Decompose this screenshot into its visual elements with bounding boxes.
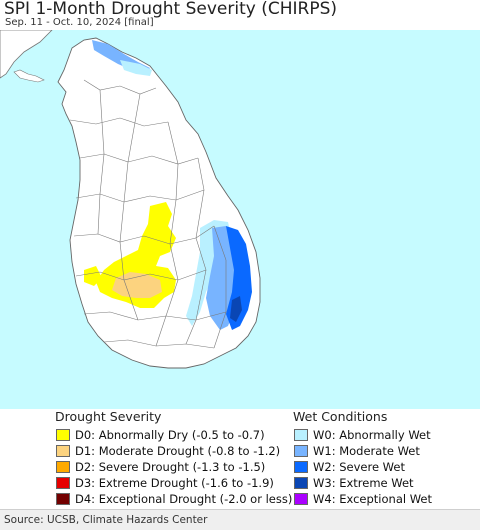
wet-legend-title: Wet Conditions xyxy=(293,409,388,424)
swatch-w3 xyxy=(294,477,308,489)
swatch-d4 xyxy=(56,493,70,505)
legend-label-w0: W0: Abnormally Wet xyxy=(313,428,431,442)
legend-item-d2: D2: Severe Drought (-1.3 to -1.5) xyxy=(56,460,265,474)
legend-item-d1: D1: Moderate Drought (-0.8 to -1.2) xyxy=(56,444,280,458)
legend-item-w2: W2: Severe Wet xyxy=(294,460,405,474)
legend-item-w1: W1: Moderate Wet xyxy=(294,444,420,458)
india-coast xyxy=(0,30,53,79)
legend-label-d0: D0: Abnormally Dry (-0.5 to -0.7) xyxy=(75,428,265,442)
legend-label-w3: W3: Extreme Wet xyxy=(313,476,414,490)
source-footer: Source: UCSB, Climate Hazards Center xyxy=(0,509,480,530)
legend-label-d3: D3: Extreme Drought (-1.6 to -1.9) xyxy=(75,476,274,490)
drought-map xyxy=(0,30,480,409)
swatch-w2 xyxy=(294,461,308,473)
legend-label-w1: W1: Moderate Wet xyxy=(313,444,420,458)
swatch-d2 xyxy=(56,461,70,473)
map-subtitle: Sep. 11 - Oct. 10, 2024 [final] xyxy=(5,17,154,28)
legend-label-w2: W2: Severe Wet xyxy=(313,460,405,474)
drought-d0-west xyxy=(84,266,102,286)
district-borders xyxy=(69,79,227,349)
mannar-islands xyxy=(13,69,45,83)
swatch-d0 xyxy=(56,429,70,441)
legend-label-d1: D1: Moderate Drought (-0.8 to -1.2) xyxy=(75,444,281,458)
legend-item-d4: D4: Exceptional Drought (-2.0 or less) xyxy=(56,492,292,506)
legend-item-d3: D3: Extreme Drought (-1.6 to -1.9) xyxy=(56,476,274,490)
swatch-d3 xyxy=(56,477,70,489)
swatch-w0 xyxy=(294,429,308,441)
legend-label-w4: W4: Exceptional Wet xyxy=(313,492,432,506)
wet-patch-north-light xyxy=(120,60,152,76)
drought-legend-title: Drought Severity xyxy=(55,409,162,424)
map-title: SPI 1-Month Drought Severity (CHIRPS) xyxy=(4,0,338,19)
legend-label-d2: D2: Severe Drought (-1.3 to -1.5) xyxy=(75,460,266,474)
legend-label-d4: D4: Exceptional Drought (-2.0 or less) xyxy=(75,492,293,506)
swatch-d1 xyxy=(56,445,70,457)
swatch-w4 xyxy=(294,493,308,505)
legend-item-d0: D0: Abnormally Dry (-0.5 to -0.7) xyxy=(56,428,265,442)
wet-w3-east xyxy=(230,296,242,322)
legend-item-w0: W0: Abnormally Wet xyxy=(294,428,431,442)
swatch-w1 xyxy=(294,445,308,457)
legend-item-w3: W3: Extreme Wet xyxy=(294,476,414,490)
drought-d1-main xyxy=(112,272,162,298)
legend-item-w4: W4: Exceptional Wet xyxy=(294,492,432,506)
